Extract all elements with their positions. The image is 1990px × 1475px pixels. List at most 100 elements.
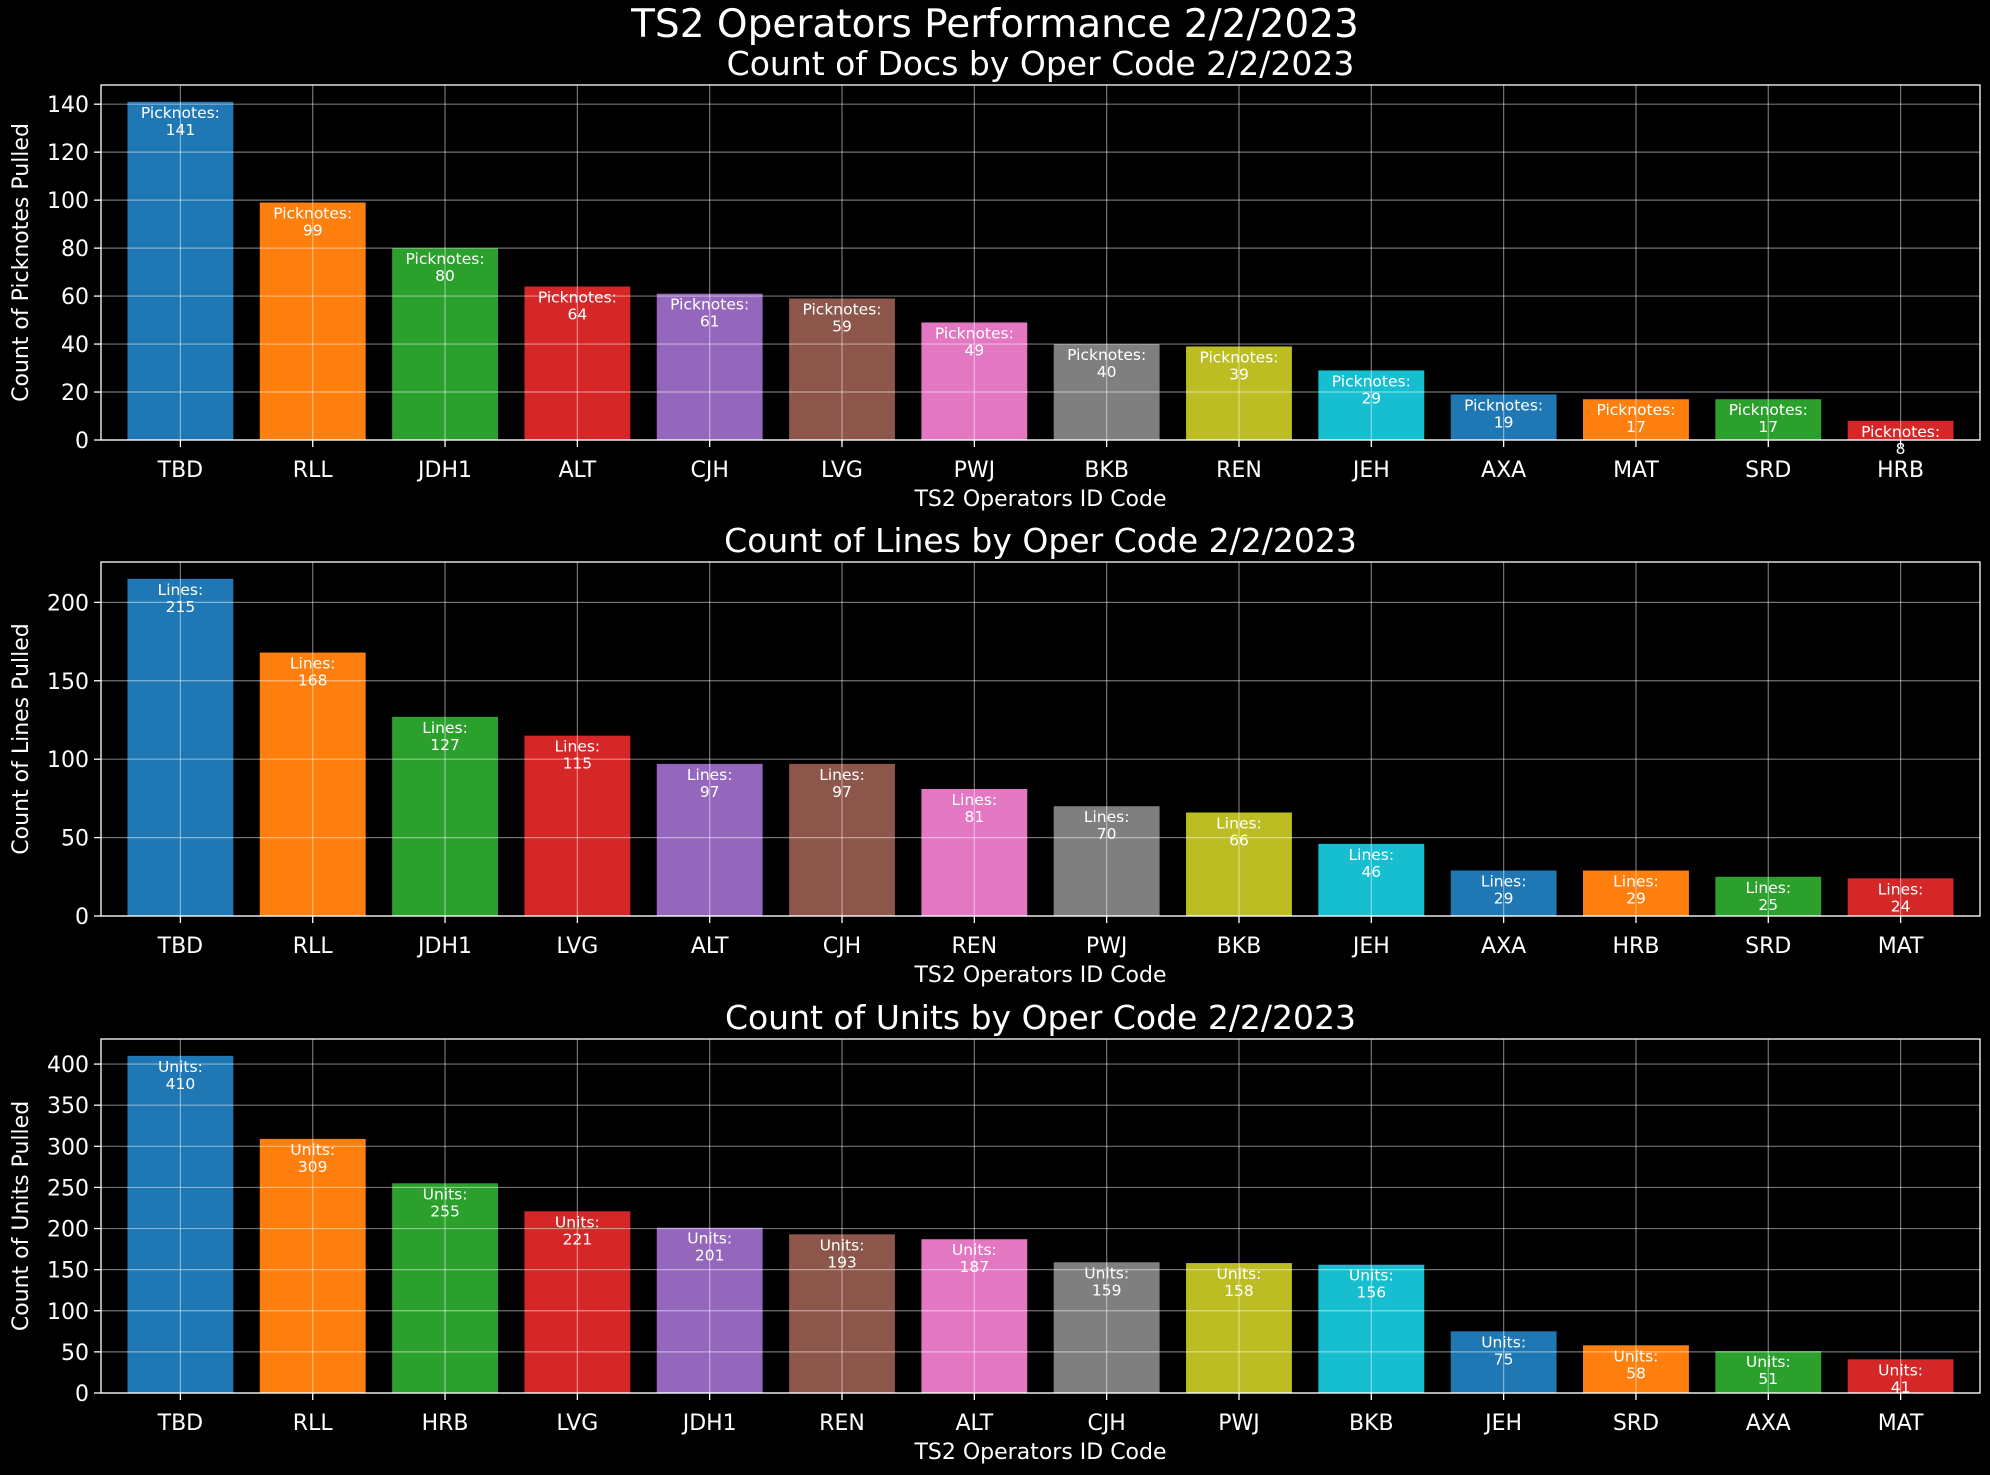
data-label-prefix: Lines: bbox=[1613, 873, 1659, 891]
data-label-prefix: Lines: bbox=[555, 738, 601, 756]
data-label-value: 17 bbox=[1758, 418, 1778, 436]
x-tick-label: CJH bbox=[690, 458, 728, 483]
data-label-value: 75 bbox=[1494, 1350, 1514, 1368]
data-label-value: 80 bbox=[435, 267, 455, 285]
data-label-prefix: Units: bbox=[1217, 1265, 1262, 1283]
x-axis-label: TS2 Operators ID Code bbox=[913, 963, 1166, 988]
bar-axa bbox=[1450, 870, 1557, 916]
x-tick-label: REN bbox=[1216, 458, 1262, 483]
bar-hrb bbox=[1583, 870, 1689, 916]
bar-mat bbox=[1583, 399, 1689, 440]
data-label-prefix: Picknotes: bbox=[1332, 372, 1411, 390]
data-label-value: 187 bbox=[960, 1258, 990, 1276]
bar-mat bbox=[1847, 878, 1954, 916]
data-label-prefix: Picknotes: bbox=[1464, 396, 1543, 414]
data-label-prefix: Units: bbox=[158, 1058, 203, 1076]
data-label-prefix: Lines: bbox=[1216, 815, 1262, 833]
data-label-prefix: Picknotes: bbox=[538, 288, 617, 306]
data-label-value: 141 bbox=[166, 121, 196, 139]
y-tick-label: 100 bbox=[47, 189, 89, 214]
data-label-prefix: Picknotes: bbox=[1861, 423, 1940, 441]
bar-rll bbox=[259, 1138, 366, 1393]
data-label-value: 64 bbox=[567, 305, 587, 323]
y-tick-label: 250 bbox=[47, 1176, 89, 1201]
data-label-prefix: Picknotes: bbox=[406, 250, 485, 268]
data-label-value: 51 bbox=[1758, 1370, 1778, 1388]
data-label-prefix: Units: bbox=[1084, 1264, 1129, 1282]
x-axis-label: TS2 Operators ID Code bbox=[913, 487, 1166, 512]
y-tick-label: 200 bbox=[47, 591, 89, 616]
bar-tbd bbox=[127, 1055, 234, 1393]
y-tick-label: 150 bbox=[47, 1259, 89, 1284]
data-label-value: 99 bbox=[303, 222, 323, 240]
x-tick-label: RLL bbox=[293, 934, 334, 959]
figure-title: TS2 Operators Performance 2/2/2023 bbox=[631, 2, 1359, 47]
x-tick-label: SRD bbox=[1613, 1411, 1659, 1436]
data-label-prefix: Units: bbox=[952, 1241, 997, 1259]
y-tick-label: 140 bbox=[47, 93, 89, 118]
y-tick-label: 350 bbox=[47, 1094, 89, 1119]
x-axis-label: TS2 Operators ID Code bbox=[913, 1440, 1166, 1465]
bar-lvg bbox=[789, 298, 895, 440]
data-label-prefix: Units: bbox=[290, 1141, 335, 1159]
bar-axa bbox=[1715, 1351, 1822, 1393]
bar-lvg bbox=[524, 735, 631, 916]
y-tick-label: 40 bbox=[61, 333, 89, 358]
bar-rll bbox=[259, 202, 366, 440]
y-tick-label: 50 bbox=[61, 827, 89, 852]
x-tick-label: LVG bbox=[821, 458, 863, 483]
bar-jeh bbox=[1450, 1331, 1557, 1393]
x-tick-label: JDH1 bbox=[416, 458, 472, 483]
x-tick-label: REN bbox=[819, 1411, 865, 1436]
axes-frame bbox=[100, 561, 1981, 917]
bar-bkb bbox=[1053, 344, 1160, 440]
x-tick-label: AXA bbox=[1481, 458, 1526, 483]
data-label-prefix: Lines: bbox=[1878, 880, 1924, 898]
bar-bkb bbox=[1318, 1264, 1425, 1393]
x-tick-label: HRB bbox=[1877, 458, 1924, 483]
bar-hrb bbox=[392, 1183, 498, 1393]
y-tick-label: 400 bbox=[47, 1053, 89, 1078]
bar-alt bbox=[524, 286, 631, 440]
data-label-prefix: Lines: bbox=[422, 719, 468, 737]
bar-rll bbox=[259, 652, 366, 916]
x-tick-label: AXA bbox=[1481, 934, 1526, 959]
y-tick-label: 200 bbox=[47, 1218, 89, 1243]
bar-hrb bbox=[1847, 420, 1954, 440]
axes-frame bbox=[100, 84, 1981, 441]
bar-srd bbox=[1715, 399, 1822, 440]
x-tick-label: ALT bbox=[559, 458, 597, 483]
data-label-value: 61 bbox=[700, 313, 720, 331]
y-axis-label: Count of Units Pulled bbox=[9, 1101, 34, 1331]
data-label-prefix: Lines: bbox=[1481, 873, 1527, 891]
data-label-prefix: Lines: bbox=[1745, 879, 1791, 897]
x-tick-label: TBD bbox=[157, 1411, 203, 1436]
data-label-value: 59 bbox=[832, 317, 852, 335]
bar-lvg bbox=[524, 1211, 631, 1393]
x-tick-label: JDH1 bbox=[416, 934, 472, 959]
bar-pwj bbox=[921, 322, 1028, 440]
bar-tbd bbox=[127, 578, 234, 916]
data-label-value: 193 bbox=[827, 1253, 857, 1271]
data-label-prefix: Units: bbox=[555, 1213, 600, 1231]
y-tick-label: 0 bbox=[75, 905, 89, 930]
chart-title: Count of Lines by Oper Code 2/2/2023 bbox=[724, 521, 1357, 560]
x-tick-label: MAT bbox=[1878, 1411, 1924, 1436]
x-tick-label: RLL bbox=[293, 1411, 334, 1436]
data-label-value: 115 bbox=[563, 755, 593, 773]
data-label-value: 159 bbox=[1092, 1281, 1122, 1299]
x-tick-label: SRD bbox=[1745, 458, 1791, 483]
x-tick-label: BKB bbox=[1217, 934, 1262, 959]
data-label-prefix: Units: bbox=[820, 1236, 865, 1254]
axes-frame bbox=[100, 1038, 1981, 1394]
data-label-value: 309 bbox=[298, 1158, 328, 1176]
data-label-prefix: Picknotes: bbox=[273, 205, 352, 223]
x-tick-label: MAT bbox=[1613, 458, 1659, 483]
data-label-value: 17 bbox=[1626, 418, 1646, 436]
x-tick-label: JEH bbox=[1483, 1411, 1522, 1436]
data-label-value: 8 bbox=[1896, 440, 1906, 458]
data-label-prefix: Picknotes: bbox=[1596, 401, 1675, 419]
y-tick-label: 300 bbox=[47, 1135, 89, 1160]
x-tick-label: JEH bbox=[1351, 934, 1390, 959]
